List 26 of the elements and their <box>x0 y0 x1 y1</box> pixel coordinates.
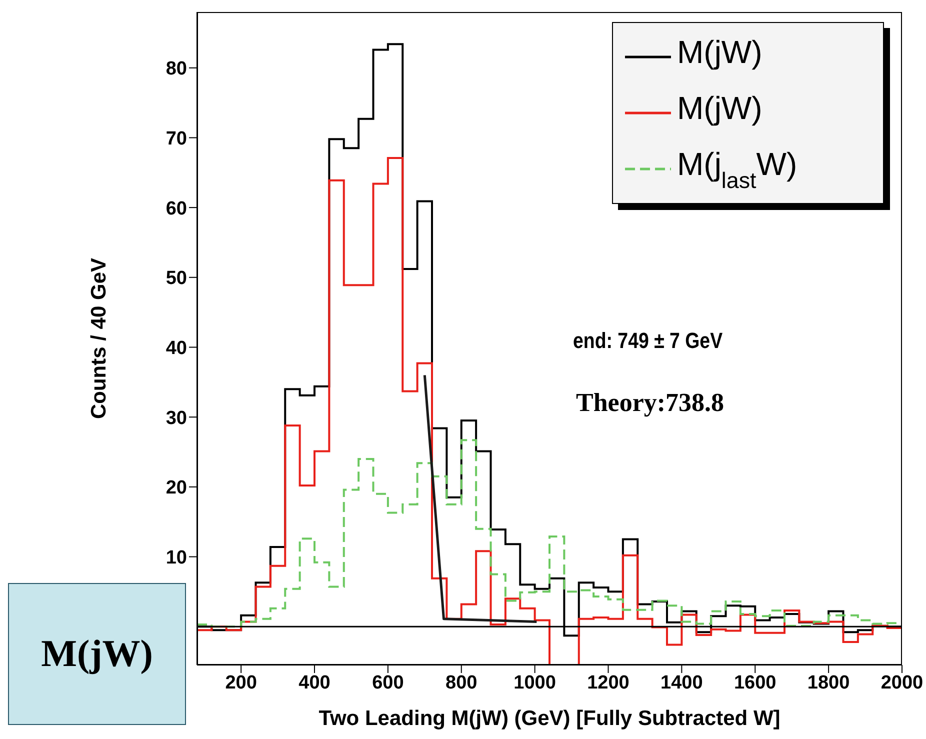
x-tick-label: 2000 <box>880 672 924 694</box>
legend-label: M(jW) <box>677 90 762 126</box>
annotation: end: 749 ± 7 GeV <box>573 328 723 354</box>
x-tick-label: 1200 <box>587 672 630 694</box>
y-tick-label: 70 <box>166 128 187 150</box>
y-tick-label: 40 <box>166 338 187 359</box>
annotation: Theory:738.8 <box>576 388 724 418</box>
y-axis-title: Counts / 40 GeV <box>87 258 110 420</box>
x-tick-label: 400 <box>298 672 330 694</box>
text: M(jW) <box>8 583 186 725</box>
x-axis-title: Two Leading M(jW) (GeV) [Fully Subtracted W] <box>318 707 780 730</box>
legend-label: M(j$_{last}$W) <box>677 146 798 192</box>
y-tick-label: 80 <box>166 58 187 80</box>
x-tick-label: 600 <box>372 672 404 694</box>
legend-label: M(jW) <box>677 34 762 70</box>
x-tick-label: 1600 <box>734 672 776 694</box>
x-tick-label: 1400 <box>660 672 703 694</box>
x-tick-label: 1800 <box>807 672 850 694</box>
y-tick-label: 20 <box>166 478 187 499</box>
y-tick-label: 50 <box>166 268 187 290</box>
x-tick-label: 200 <box>225 672 257 694</box>
x-tick-label: 1000 <box>514 672 556 694</box>
y-tick-label: 30 <box>166 408 187 429</box>
y-tick-label: 10 <box>166 547 187 568</box>
y-tick-label: 60 <box>166 198 187 220</box>
x-tick-label: 800 <box>446 672 478 694</box>
